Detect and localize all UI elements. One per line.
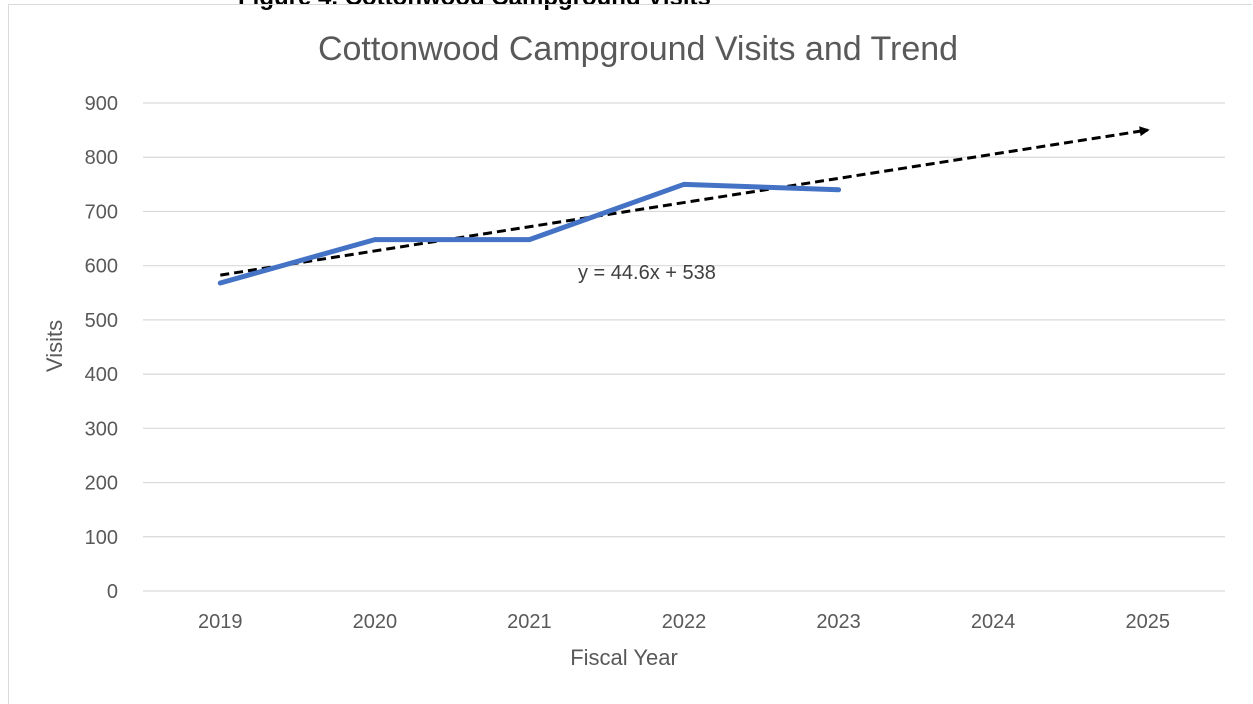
x-tick-label: 2024 [971, 611, 1016, 633]
trendline-equation: y = 44.6x + 538 [578, 262, 716, 284]
chart-title: Cottonwood Campground Visits and Trend [318, 30, 958, 68]
x-tick-label: 2019 [198, 611, 243, 633]
y-tick-label: 400 [85, 364, 118, 386]
y-tick-label: 500 [85, 310, 118, 332]
series-line [217, 181, 842, 286]
x-tick-label: 2022 [662, 611, 707, 633]
y-axis-title: Visits [42, 320, 67, 372]
y-tick-label: 600 [85, 256, 118, 278]
trendline [220, 126, 1150, 277]
x-tick-labels: 2019 2020 2021 2022 2023 2024 2025 [198, 611, 1170, 633]
y-tick-labels: 0 100 200 300 400 500 600 700 800 900 [85, 93, 118, 603]
chart-frame [8, 4, 1252, 704]
x-tick-label: 2020 [353, 611, 398, 633]
gridlines [143, 102, 1225, 592]
x-tick-label: 2021 [507, 611, 552, 633]
trendline-group [220, 126, 1150, 277]
y-tick-label: 200 [85, 473, 118, 495]
y-tick-label: 0 [107, 581, 118, 603]
y-tick-label: 900 [85, 93, 118, 115]
y-tick-label: 300 [85, 418, 118, 440]
x-tick-label: 2023 [816, 611, 861, 633]
x-axis-title: Fiscal Year [570, 645, 678, 670]
y-tick-label: 800 [85, 147, 118, 169]
y-tick-label: 700 [85, 201, 118, 223]
figure-caption: Figure 4. Cottonwood Campground Visits [238, 0, 711, 12]
x-tick-label: 2025 [1125, 611, 1170, 633]
y-tick-label: 100 [85, 527, 118, 549]
series-group [217, 181, 842, 286]
